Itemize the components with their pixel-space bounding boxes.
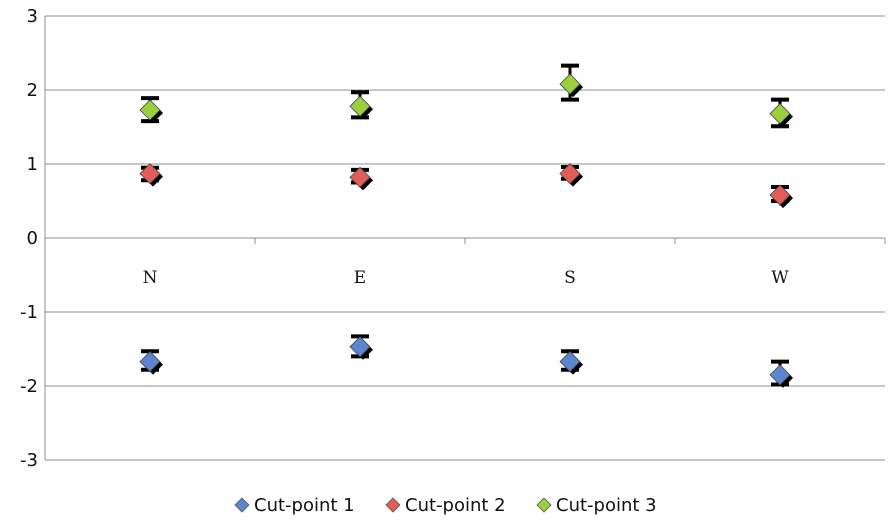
y-tick-label: -2	[20, 376, 38, 397]
data-point	[139, 99, 161, 121]
y-tick-label: 2	[27, 80, 38, 101]
x-category-label: E	[354, 268, 366, 288]
data-point	[769, 103, 791, 125]
data-point	[559, 351, 581, 373]
data-point	[769, 184, 791, 206]
legend-marker	[536, 497, 552, 513]
data-point	[349, 336, 371, 358]
data-point	[769, 364, 791, 386]
y-tick-label: 3	[27, 6, 38, 27]
y-tick-label: -3	[20, 450, 38, 471]
y-tick-label: 1	[27, 154, 38, 175]
legend-label: Cut-point 3	[556, 495, 657, 516]
x-category-label: S	[564, 268, 576, 288]
legend-label: Cut-point 2	[405, 495, 506, 516]
data-point	[349, 166, 371, 188]
data-point	[559, 73, 581, 95]
data-point	[139, 163, 161, 185]
data-point	[139, 351, 161, 373]
legend-marker	[385, 497, 401, 513]
data-point	[559, 163, 581, 185]
x-category-label: W	[771, 268, 789, 288]
y-tick-label: -1	[20, 302, 38, 323]
legend-label: Cut-point 1	[254, 495, 355, 516]
data-point	[349, 95, 371, 117]
x-category-label: N	[143, 268, 158, 288]
legend-marker	[234, 497, 250, 513]
y-tick-label: 0	[27, 228, 38, 249]
